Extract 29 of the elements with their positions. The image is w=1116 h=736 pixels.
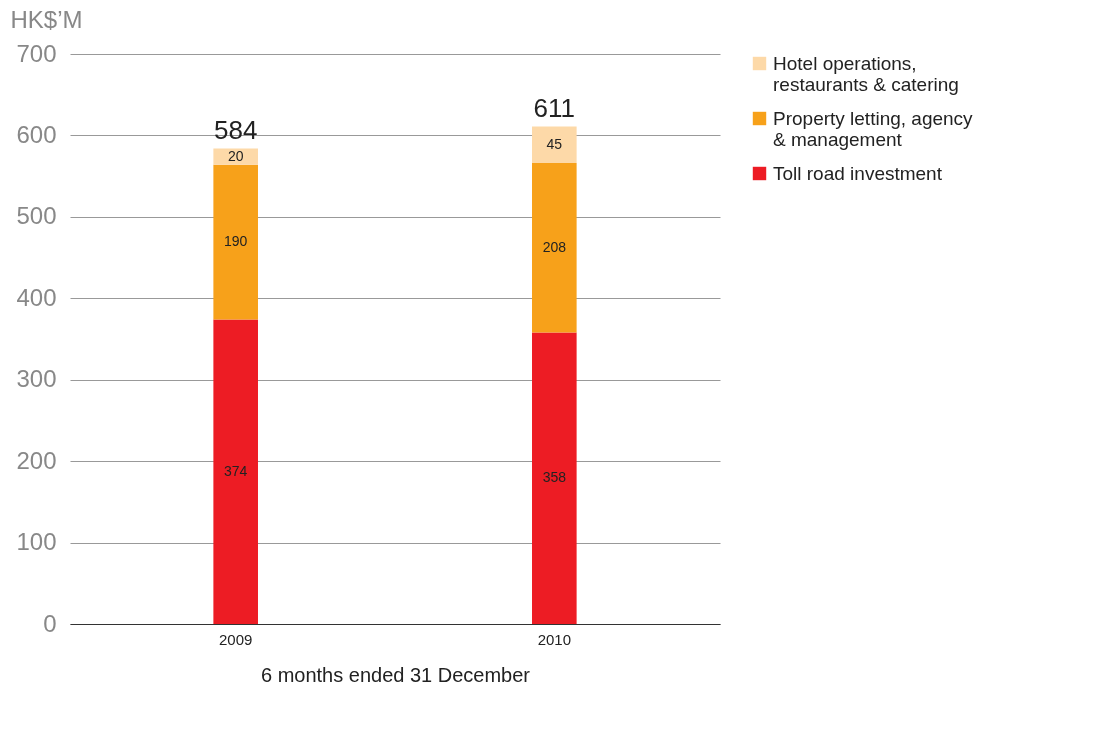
data-label: 208 bbox=[542, 238, 567, 255]
data-label: 45 bbox=[546, 135, 563, 152]
legend-label: Property letting, agency & management bbox=[773, 107, 974, 150]
x-tick-label: 2010 bbox=[537, 630, 571, 648]
bar bbox=[213, 148, 258, 165]
x-axis-title: 6 months ended 31 December bbox=[260, 663, 531, 686]
data-label: 358 bbox=[542, 469, 567, 486]
bar bbox=[532, 163, 577, 333]
data-label: 374 bbox=[224, 462, 248, 479]
y-tick-label: 500 bbox=[16, 202, 57, 230]
y-tick-label: 300 bbox=[16, 365, 57, 393]
y-axis-title: HK$’M bbox=[10, 5, 83, 33]
bar bbox=[213, 164, 258, 320]
y-tick-label: 100 bbox=[16, 528, 57, 556]
total-label: 584 bbox=[213, 115, 258, 146]
total-label: 611 bbox=[533, 93, 576, 124]
x-tick-label: 2009 bbox=[219, 630, 253, 648]
bar bbox=[532, 126, 577, 164]
data-label: 190 bbox=[224, 233, 248, 250]
y-tick-label: 700 bbox=[16, 39, 57, 67]
legend-label: Toll road investment bbox=[773, 162, 943, 184]
bar bbox=[213, 319, 258, 624]
y-tick-label: 400 bbox=[16, 283, 57, 311]
y-tick-label: 200 bbox=[16, 446, 57, 474]
y-tick-label: 0 bbox=[43, 609, 57, 637]
bar bbox=[532, 332, 577, 624]
data-label: 20 bbox=[227, 147, 244, 164]
y-tick-label: 600 bbox=[16, 120, 57, 148]
legend-label: Hotel operations, restaurants & catering bbox=[773, 52, 959, 95]
